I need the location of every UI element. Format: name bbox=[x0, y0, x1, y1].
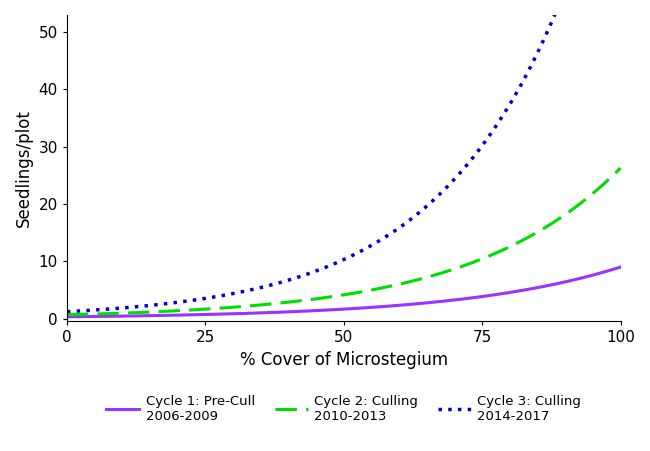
X-axis label: % Cover of Microstegium: % Cover of Microstegium bbox=[240, 351, 448, 369]
Y-axis label: Seedlings/plot: Seedlings/plot bbox=[15, 109, 33, 227]
Legend: Cycle 1: Pre-Cull
2006-2009, Cycle 2: Culling
2010-2013, Cycle 3: Culling
2014-2: Cycle 1: Pre-Cull 2006-2009, Cycle 2: Cu… bbox=[101, 389, 587, 428]
